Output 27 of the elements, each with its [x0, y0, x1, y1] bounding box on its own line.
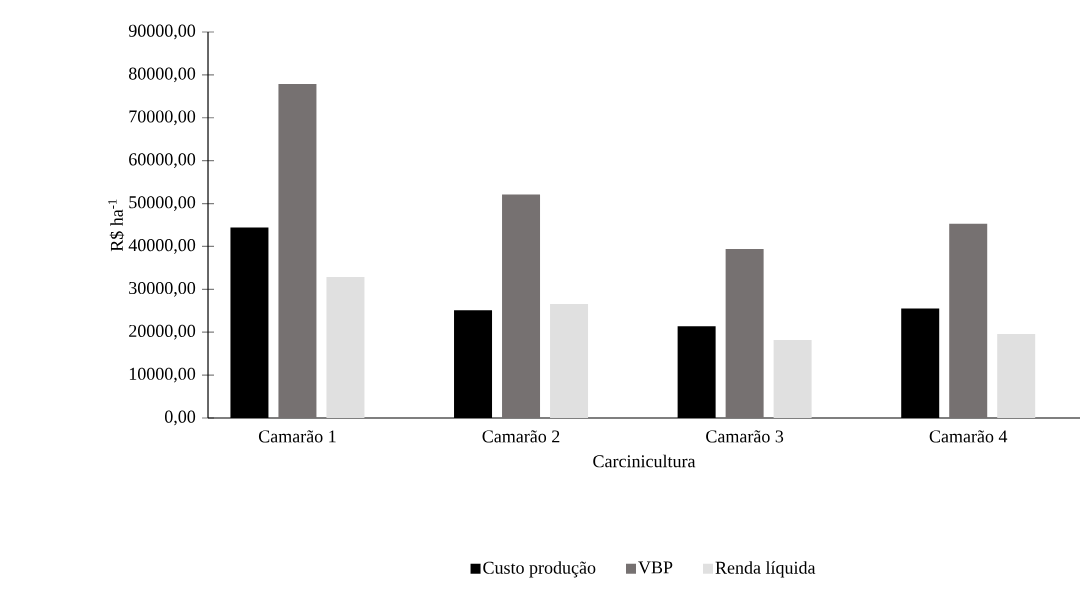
bar — [949, 223, 988, 418]
y-tick-label: 60000,00 — [129, 153, 196, 169]
legend-label: Renda líquida — [715, 561, 816, 578]
y-tick-label: 20000,00 — [129, 324, 196, 340]
legend-label: Custo produção — [483, 561, 596, 578]
y-tick-label: 90000,00 — [128, 24, 196, 40]
y-tick-label: 10000,00 — [129, 367, 196, 383]
bar — [326, 276, 365, 418]
bar — [997, 333, 1036, 418]
y-tick-label: 80000,00 — [129, 67, 196, 83]
y-tick-label: 50000,00 — [129, 196, 196, 211]
x-tick-label: Camarão 2 — [482, 430, 560, 443]
x-tick-label: Camarão 1 — [258, 430, 336, 443]
y-tick-label: 70000,00 — [129, 110, 196, 126]
y-tick-label: 30000,00 — [129, 281, 196, 297]
x-tick-label: Camarão 3 — [706, 430, 784, 443]
y-tick-label: 40000,00 — [128, 239, 196, 254]
legend-label: VBP — [638, 561, 673, 574]
bar — [725, 249, 764, 418]
y-axis-title: R$ ha$^{-1}$ — [108, 199, 125, 252]
bar — [773, 339, 812, 418]
bar — [502, 194, 541, 418]
y-tick-label: 0,00 — [165, 410, 196, 426]
x-axis-title: Carcinicultura — [593, 454, 696, 468]
bar — [278, 83, 317, 418]
x-tick-label: Camarão 4 — [929, 430, 1008, 443]
bar — [550, 303, 589, 418]
